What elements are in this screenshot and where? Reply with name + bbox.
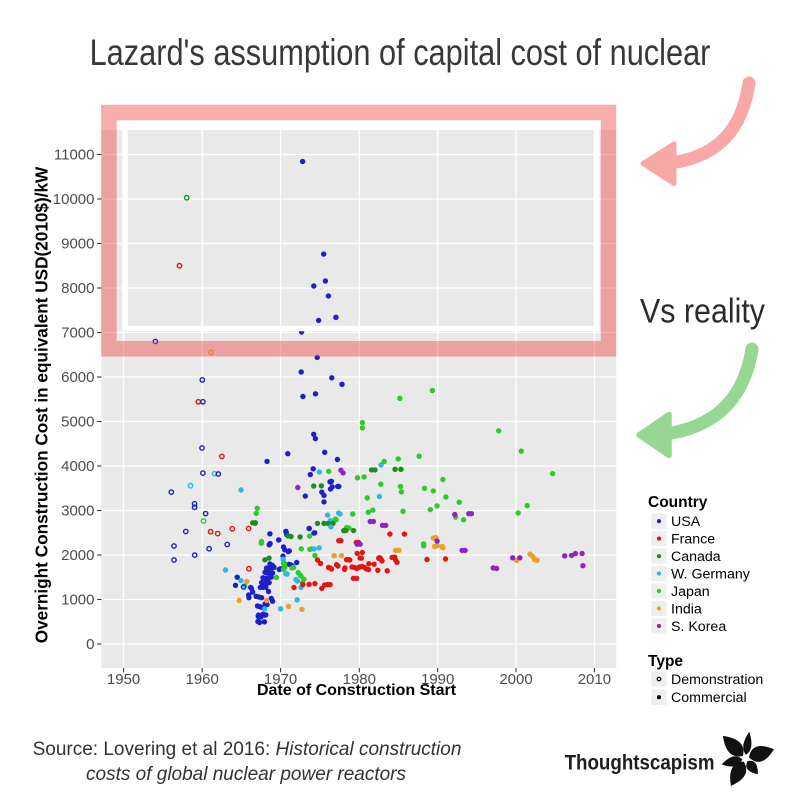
svg-text:6000: 6000 — [61, 369, 94, 386]
svg-text:0: 0 — [86, 636, 94, 653]
svg-text:9000: 9000 — [61, 236, 94, 253]
svg-text:1000: 1000 — [61, 592, 94, 609]
svg-text:11000: 11000 — [54, 147, 95, 164]
svg-text:Japan: Japan — [671, 584, 710, 600]
svg-text:USA: USA — [671, 514, 701, 530]
svg-text:10000: 10000 — [53, 191, 95, 208]
svg-text:costs of global nuclear power: costs of global nuclear power reactors — [86, 764, 406, 785]
svg-text:Canada: Canada — [671, 549, 721, 565]
svg-text:Overnight Construction Cost in: Overnight Construction Cost in equivalen… — [32, 166, 52, 643]
svg-text:Type: Type — [648, 653, 683, 670]
svg-text:Thoughtscapism: Thoughtscapism — [565, 751, 715, 774]
svg-text:3000: 3000 — [61, 503, 94, 520]
svg-text:1980: 1980 — [343, 671, 376, 688]
svg-text:1960: 1960 — [186, 671, 219, 688]
svg-text:Country: Country — [648, 494, 708, 511]
svg-text:1970: 1970 — [264, 671, 297, 688]
svg-text:1950: 1950 — [107, 671, 140, 688]
svg-text:2010: 2010 — [578, 671, 611, 688]
svg-text:2000: 2000 — [61, 547, 94, 564]
svg-text:4000: 4000 — [61, 458, 94, 475]
svg-text:2000: 2000 — [499, 671, 532, 688]
svg-text:S. Korea: S. Korea — [671, 619, 726, 635]
svg-text:5000: 5000 — [61, 414, 94, 431]
svg-text:W. Germany: W. Germany — [671, 567, 751, 583]
svg-text:Source: Lovering et al 2016: H: Source: Lovering et al 2016: Historical … — [33, 739, 462, 760]
svg-text:1990: 1990 — [421, 671, 454, 688]
svg-text:Lazard's assumption of capital: Lazard's assumption of capital cost of n… — [90, 32, 711, 73]
svg-text:Date of Construction Start: Date of Construction Start — [257, 682, 457, 699]
svg-text:India: India — [671, 602, 702, 618]
svg-text:Commercial: Commercial — [671, 690, 747, 706]
svg-text:Demonstration: Demonstration — [671, 672, 763, 688]
svg-text:8000: 8000 — [61, 280, 94, 297]
svg-text:France: France — [671, 532, 715, 548]
svg-text:7000: 7000 — [61, 325, 94, 342]
svg-text:Vs reality: Vs reality — [640, 292, 766, 330]
